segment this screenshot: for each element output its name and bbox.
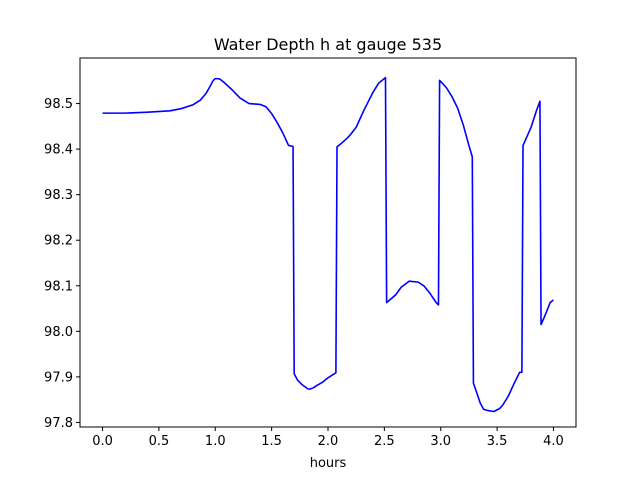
x-tick-label: 1.0 <box>205 434 226 449</box>
x-tick-label: 2.0 <box>318 434 339 449</box>
y-tick-label: 98.0 <box>44 325 73 340</box>
x-axis: 0.0 0.5 1.0 1.5 2.0 2.5 3.0 3.5 4.0 <box>92 427 564 449</box>
x-tick-label: 4.0 <box>543 434 564 449</box>
x-tick-label: 1.5 <box>261 434 282 449</box>
y-tick-label: 98.5 <box>44 97 73 112</box>
x-tick-label: 0.0 <box>92 434 113 449</box>
chart-title: Water Depth h at gauge 535 <box>214 35 442 54</box>
y-tick-label: 98.1 <box>44 279 73 294</box>
x-tick-label: 2.5 <box>374 434 395 449</box>
x-tick-label: 3.5 <box>487 434 508 449</box>
y-tick-label: 98.3 <box>44 188 73 203</box>
x-tick-label: 0.5 <box>149 434 170 449</box>
y-tick-label: 98.2 <box>44 234 73 249</box>
x-tick-label: 3.0 <box>430 434 451 449</box>
x-axis-label: hours <box>310 456 347 471</box>
y-axis: 97.8 97.9 98.0 98.1 98.2 98.3 98.4 98.5 <box>44 97 80 431</box>
series-line <box>102 76 554 413</box>
y-tick-label: 97.9 <box>44 370 73 385</box>
plot-frame <box>79 57 577 428</box>
y-tick-label: 97.8 <box>44 416 73 431</box>
y-tick-label: 98.4 <box>44 143 73 158</box>
